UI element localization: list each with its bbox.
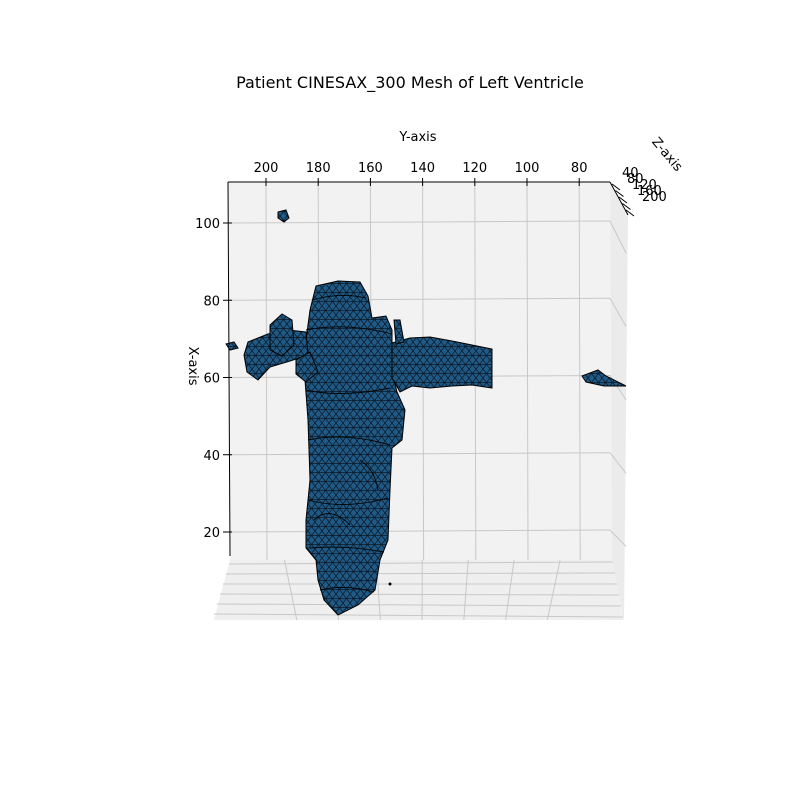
y-tick-label: 160 xyxy=(358,161,383,176)
side-pane xyxy=(610,182,628,620)
x-axis-label: X-axis xyxy=(185,347,200,386)
x-tick-label: 20 xyxy=(203,526,220,541)
x-tick-label: 80 xyxy=(203,294,220,309)
mesh-speck xyxy=(389,583,392,586)
y-tick-label: 120 xyxy=(462,161,487,176)
y-axis-label: Y-axis xyxy=(398,130,436,145)
floor-pane xyxy=(214,560,624,620)
chart-title: Patient CINESAX_300 Mesh of Left Ventric… xyxy=(236,73,584,93)
z-axis-label: Z-axis xyxy=(648,135,685,175)
y-tick-label: 80 xyxy=(571,161,588,176)
x-tick-label: 60 xyxy=(203,372,220,387)
y-tick-label: 200 xyxy=(254,161,279,176)
y-tick-label: 180 xyxy=(306,161,331,176)
z-tick-label: 200 xyxy=(642,190,667,205)
y-tick-label: 100 xyxy=(515,161,540,176)
y-tick-label: 140 xyxy=(410,161,435,176)
x-tick-label: 40 xyxy=(203,449,220,464)
x-tick-label: 100 xyxy=(195,217,220,232)
